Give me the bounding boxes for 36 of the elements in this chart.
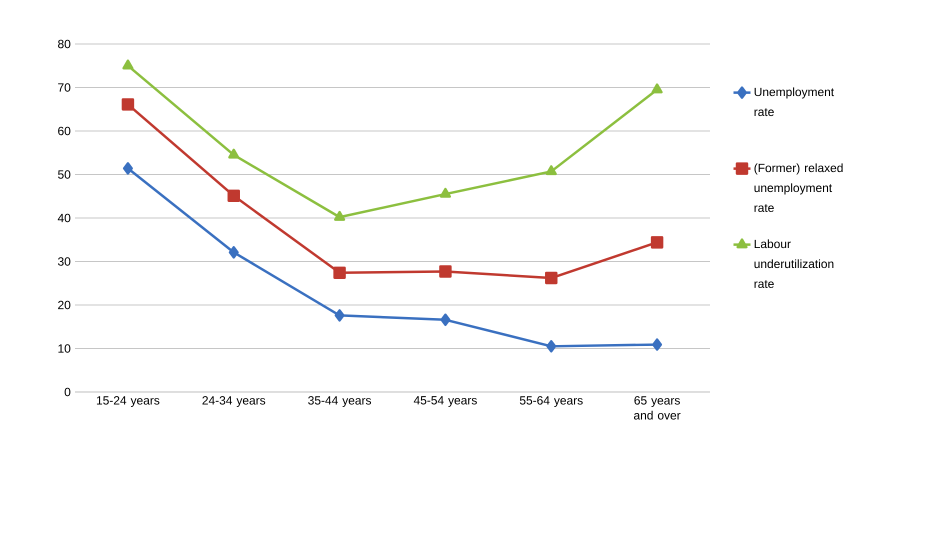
point bbox=[652, 83, 663, 94]
x-tick-label: 15-24 years bbox=[96, 396, 160, 407]
point bbox=[652, 338, 662, 351]
y-tick-label: 80 bbox=[58, 40, 70, 48]
point bbox=[122, 162, 133, 175]
point bbox=[546, 340, 556, 353]
point bbox=[546, 165, 557, 176]
y-tick-label: 10 bbox=[58, 344, 70, 353]
x-tick-label: 55-64 years bbox=[520, 396, 583, 407]
point bbox=[334, 309, 345, 322]
y-tick-label: 50 bbox=[58, 170, 70, 179]
point bbox=[545, 272, 558, 284]
point bbox=[333, 266, 346, 280]
legend-label: Unemployment rate bbox=[754, 87, 834, 116]
point bbox=[228, 246, 239, 259]
legend-label: Labour underutilization rate bbox=[754, 239, 834, 288]
y-tick-label: 30 bbox=[58, 257, 70, 266]
x-tick-label: 35-44 years bbox=[308, 396, 372, 407]
point bbox=[439, 265, 452, 278]
legend-label: (Former) relaxed unemployment rate bbox=[754, 163, 843, 212]
x-tick-label: 65 years and over bbox=[634, 396, 680, 420]
point bbox=[440, 314, 450, 326]
point bbox=[122, 60, 134, 70]
y-tick-label: 0 bbox=[64, 388, 70, 396]
point bbox=[440, 188, 451, 198]
y-tick-label: 70 bbox=[58, 83, 70, 92]
y-tick-label: 60 bbox=[58, 126, 70, 136]
point bbox=[334, 210, 346, 221]
x-tick-label: 24-34 years bbox=[202, 396, 266, 407]
y-tick-label: 40 bbox=[58, 214, 70, 222]
x-tick-label: 45-54 years bbox=[414, 396, 477, 407]
point bbox=[228, 148, 240, 159]
point bbox=[228, 190, 240, 202]
point bbox=[650, 236, 664, 249]
y-tick-label: 20 bbox=[58, 300, 70, 310]
point bbox=[122, 98, 134, 111]
